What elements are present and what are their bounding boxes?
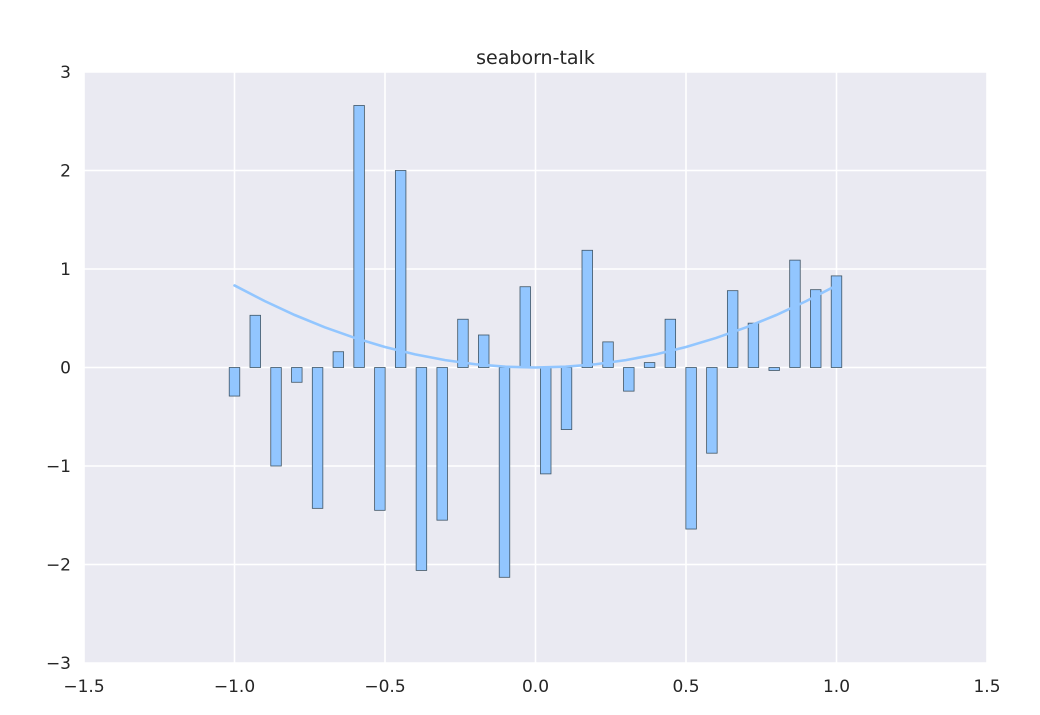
y-tick-label: −1 bbox=[46, 457, 71, 477]
bar bbox=[664, 318, 677, 368]
bar bbox=[768, 367, 780, 371]
bar bbox=[706, 367, 718, 454]
x-axis-ticks: −1.5 −1.0 −0.5 0.0 0.5 1.0 1.5 bbox=[63, 677, 1000, 697]
x-tick-label: 1.5 bbox=[973, 677, 1000, 697]
bar bbox=[394, 170, 407, 368]
x-tick-label: −0.5 bbox=[364, 677, 405, 697]
bar bbox=[249, 314, 261, 368]
y-tick-label: −3 bbox=[46, 654, 71, 674]
x-tick-label: 0.5 bbox=[672, 677, 699, 697]
bar bbox=[332, 351, 345, 368]
y-tick-label: 2 bbox=[60, 162, 71, 182]
bar bbox=[270, 367, 282, 467]
bar bbox=[374, 367, 386, 511]
y-tick-label: 0 bbox=[60, 359, 71, 379]
bar bbox=[623, 367, 635, 392]
bar bbox=[353, 105, 365, 368]
y-tick-label: −2 bbox=[46, 556, 71, 576]
fit-curve-line bbox=[233, 284, 838, 369]
bar bbox=[519, 286, 531, 368]
bar bbox=[457, 318, 469, 368]
bar bbox=[291, 367, 303, 383]
bar bbox=[830, 275, 843, 368]
bar bbox=[415, 367, 428, 571]
bar bbox=[560, 367, 573, 430]
x-tick-label: 1.0 bbox=[823, 677, 850, 697]
y-tick-label: 3 bbox=[60, 63, 71, 83]
bar bbox=[747, 322, 760, 368]
chart-title: seaborn-talk bbox=[476, 47, 595, 69]
bar bbox=[602, 341, 614, 368]
bar bbox=[478, 334, 490, 368]
bar bbox=[789, 259, 801, 368]
bar bbox=[643, 362, 656, 368]
bar bbox=[726, 290, 739, 368]
bar bbox=[581, 249, 593, 368]
x-tick-label: −1.0 bbox=[214, 677, 255, 697]
bar bbox=[228, 367, 241, 397]
bar bbox=[810, 289, 822, 368]
bar bbox=[436, 367, 448, 521]
x-tick-label: 0.0 bbox=[522, 677, 549, 697]
bar-series bbox=[228, 105, 843, 578]
bar bbox=[540, 367, 552, 475]
y-tick-label: 1 bbox=[60, 260, 71, 280]
bar bbox=[685, 367, 697, 530]
bar bbox=[498, 367, 511, 578]
y-axis-ticks: −3 −2 −1 0 1 2 3 bbox=[46, 63, 71, 674]
x-tick-label: −1.5 bbox=[63, 677, 104, 697]
bar bbox=[311, 367, 324, 509]
